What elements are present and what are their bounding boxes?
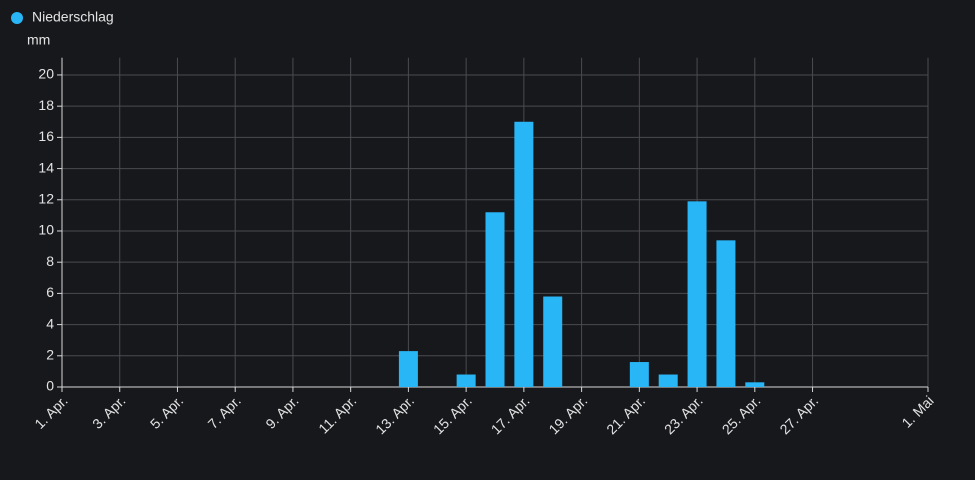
x-tick-label: 1. Apr. [31,392,70,431]
y-tick-label: 16 [38,128,54,144]
x-tick-label: 9. Apr. [262,392,301,431]
y-tick-label: 8 [46,253,54,269]
y-tick-label: 6 [46,284,54,300]
y-tick-label: 4 [46,315,54,331]
y-tick-label: 12 [38,190,54,206]
bar [716,240,736,387]
x-tick-label: 5. Apr. [147,392,186,431]
y-tick-label: 0 [46,378,54,394]
x-tick-label: 27. Apr. [776,392,821,437]
bar [485,212,505,387]
bar [398,351,418,387]
x-tick-label: 11. Apr. [315,392,359,436]
y-tick-label: 18 [38,97,54,113]
x-tick-label: 3. Apr. [89,392,128,431]
legend-label[interactable]: Niederschlag [32,9,114,25]
x-tick-label: 19. Apr. [545,392,590,437]
bar [629,362,649,387]
bar [514,121,534,388]
bar [658,374,678,387]
y-tick-label: 14 [38,159,54,175]
x-tick-label: 25. Apr. [719,392,764,437]
bar [456,374,476,387]
x-tick-label: 23. Apr. [661,392,706,437]
bar [745,382,765,387]
legend-marker[interactable] [11,12,23,24]
bar [687,201,707,387]
x-tick-label: 17. Apr. [488,392,533,437]
x-tick-label: 1. Mai [898,392,936,430]
x-tick-label: 13. Apr. [372,392,417,437]
x-tick-label: 21. Apr. [603,392,648,437]
y-axis-title: mm [27,32,50,48]
x-tick-label: 15. Apr. [430,392,475,437]
y-tick-label: 10 [38,222,54,238]
bar [543,296,563,387]
y-tick-label: 2 [46,346,54,362]
y-tick-label: 20 [38,66,54,82]
x-tick-label: 7. Apr. [205,392,244,431]
